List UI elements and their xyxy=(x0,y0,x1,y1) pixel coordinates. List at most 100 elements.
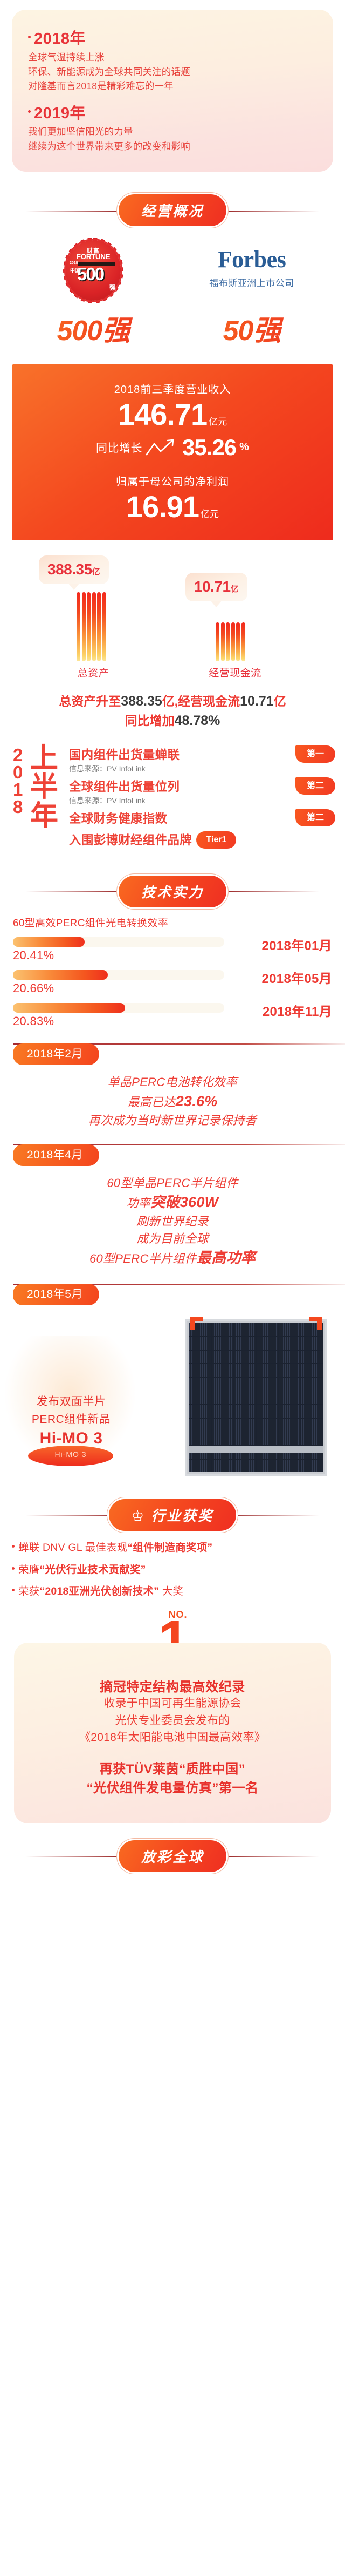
final-card-heading-3: “光伏组件发电量仿真”第一名 xyxy=(86,1780,259,1795)
milestone-header-feb: 2018年2月 xyxy=(0,1042,345,1066)
fortune-500-badge-icon: 财富 FORTUNE 2018 中国 500 强 xyxy=(63,237,123,303)
h1-rank-title: 全球财务健康指数 xyxy=(69,812,168,826)
milestone-body-feb: 单晶PERC电池转化效率 最高已达23.6% 再次成为当时新世界记录保持者 xyxy=(0,1074,345,1129)
growth-value: 35.26 xyxy=(182,434,237,460)
efficiency-month: 2018年05月 xyxy=(261,972,332,987)
milestone-line-prefix: 最高已达 xyxy=(127,1095,176,1109)
efficiency-chart-title: 60型高效PERC组件光电转换效率 xyxy=(13,918,169,930)
award-list-item: 荣获“2018亚洲光伏创新技术” 大奖 xyxy=(12,1584,333,1598)
milestone-line: 再次成为当时新世界记录保持者 xyxy=(88,1114,257,1128)
forbes-col: Forbes 福布斯亚洲上市公司 xyxy=(172,239,331,302)
panel-cross-bar-decor xyxy=(189,1446,323,1453)
banner-rule-left xyxy=(26,1515,129,1516)
award-suffix: 大奖 xyxy=(159,1585,184,1597)
milestone-line: 成为目前全球 xyxy=(136,1232,209,1246)
h1-rank-row: 全球组件出货量位列 信息来源：PV InfoLink 第二 xyxy=(69,777,335,806)
milestone-body-apr: 60型单晶PERC半片组件 功率突破360W 刷新世界纪录 成为目前全球 60型… xyxy=(0,1175,345,1269)
banner-title-bottom: 放彩全球 xyxy=(118,1840,226,1872)
intro-text-line: 我们更加坚信阳光的力量 xyxy=(28,126,133,138)
milestone-line: 60型PERC半片组件最高功率 xyxy=(11,1248,334,1269)
forbes-logo: Forbes xyxy=(217,246,286,273)
award-prefix: 蝉联 DNV GL 最佳表现 xyxy=(18,1542,128,1554)
product-glow-decor xyxy=(5,1336,135,1466)
h1-rank-title: 全球组件出货量位列 xyxy=(69,780,180,794)
h1-rank-source: 信息来源：PV InfoLink xyxy=(69,796,146,805)
corner-bracket-icon xyxy=(190,1317,203,1330)
summary-part: 亿, xyxy=(162,694,178,708)
milestone-line-highlight: 23.6% xyxy=(175,1093,218,1110)
forbes-subtitle: 福布斯亚洲上市公司 xyxy=(209,278,294,289)
award-highlight: “2018亚洲光伏创新技术” xyxy=(39,1585,160,1597)
revenue-value: 146.71 xyxy=(118,397,208,431)
milestone-line-prefix: 功率 xyxy=(126,1196,151,1210)
bullet-dot-icon xyxy=(12,1588,15,1591)
h1-year-cn: 上半年 xyxy=(30,743,58,832)
section-banner-bottom: 放彩全球 xyxy=(0,1835,345,1876)
efficiency-value: 20.41% xyxy=(13,948,54,962)
profit-value: 16.91 xyxy=(126,489,199,524)
no1-label: NO. xyxy=(168,1609,188,1621)
trophy-icon: ♔ xyxy=(131,1507,146,1524)
efficiency-row: 20.66% 2018年05月 xyxy=(0,970,345,995)
intro-block-2018: 2018年 全球气温持续上涨 环保、新能源成为全球共同关注的话题 对隆基而言20… xyxy=(28,30,317,93)
h1-rank-row: 入围彭博财经组件品牌 Tier1 xyxy=(69,831,335,849)
award-prefix: 荣膺 xyxy=(18,1563,40,1576)
badge-seal-icon xyxy=(66,240,121,301)
fortune-qiang-label: 强 xyxy=(109,283,116,292)
milestone-header-apr: 2018年4月 xyxy=(0,1143,345,1167)
milestone-rule xyxy=(13,1043,345,1045)
banner-rule-right xyxy=(216,891,319,893)
banner-pill: ♔ 行业获奖 xyxy=(106,1496,239,1533)
h1-rank-badge: 第二 xyxy=(295,809,335,827)
efficiency-fill xyxy=(13,1003,125,1013)
award-highlight: “光伏行业技术贡献奖” xyxy=(39,1563,146,1576)
banner-title-awards: ♔ 行业获奖 xyxy=(108,1499,237,1531)
h1-rank-row: 全球财务健康指数 第二 xyxy=(69,809,335,828)
milestone-line-highlight: 突破360W xyxy=(150,1194,219,1211)
profit-label: 归属于母公司的净利润 xyxy=(116,476,229,488)
milestone-line: 60型单晶PERC半片组件 xyxy=(107,1176,238,1190)
final-card-line: 收录于中国可再生能源协会 xyxy=(104,1697,242,1710)
h1-rank-badge: Tier1 xyxy=(196,831,237,849)
fortune-year-label: 2018 xyxy=(70,261,78,265)
intro-year-label: 2018年 xyxy=(34,30,86,48)
h1-rank-title: 入围彭博财经组件品牌 xyxy=(69,833,192,848)
awards-list: 蝉联 DNV GL 最佳表现“组件制造商奖项” 荣膺“光伏行业技术贡献奖” 荣获… xyxy=(0,1535,345,1598)
bar-group-cashflow xyxy=(216,622,245,661)
chart-bubble-cashflow: 10.71亿 xyxy=(185,572,247,607)
revenue-growth-row: 同比增长 35.26 % xyxy=(23,436,322,459)
banner-rule-right xyxy=(216,1515,319,1516)
corner-bracket-icon xyxy=(309,1317,322,1330)
h1-rank-badge: 第二 xyxy=(295,777,335,795)
final-card-line: 光伏专业委员会发布的 xyxy=(115,1714,230,1727)
banner-rule-right xyxy=(216,1856,319,1857)
bar-group-total-assets xyxy=(77,592,106,661)
final-card-heading: 摘冠特定结构最高效纪录 xyxy=(100,1680,245,1695)
product-pedestal-label: Hi-MO 3 xyxy=(54,1450,87,1459)
rank-value-50: 50强 xyxy=(172,308,331,348)
product-line-1: 发布双面半片 xyxy=(36,1395,106,1408)
efficiency-value: 20.66% xyxy=(13,981,54,995)
asset-summary-line1: 总资产升至388.35亿,经营现金流10.71亿 xyxy=(9,692,336,711)
badge-text-group: 财富 FORTUNE 2018 中国 500 强 xyxy=(64,239,122,302)
profit-figure: 16.91 亿元 xyxy=(23,489,322,524)
intro-year-label: 2019年 xyxy=(34,105,86,123)
h1-rank-title: 国内组件出货量蝉联 xyxy=(69,748,180,762)
summary-part: 亿 xyxy=(273,694,286,708)
award-list-item: 荣膺“光伏行业技术贡献奖” xyxy=(12,1563,333,1577)
section-banner-awards: ♔ 行业获奖 xyxy=(0,1494,345,1535)
milestone-line: 单晶PERC电池转化效率 xyxy=(107,1075,238,1089)
product-pedestal-decor xyxy=(28,1446,113,1467)
h1-rank-row: 国内组件出货量蝉联 信息来源：PV InfoLink 第一 xyxy=(69,745,335,774)
growth-unit: % xyxy=(239,441,249,453)
fortune-cn-label: 财富 xyxy=(87,247,100,254)
bullet-dot-icon xyxy=(28,36,31,38)
bullet-dot-icon xyxy=(12,1545,15,1548)
milestone-chip-feb: 2018年2月 xyxy=(13,1043,99,1066)
banner-pill: 放彩全球 xyxy=(116,1838,229,1874)
profit-unit: 亿元 xyxy=(201,509,219,519)
chart-bubble-total-assets: 388.35亿 xyxy=(39,555,109,590)
intro-text-line: 继续为这个世界带来更多的改变和影响 xyxy=(28,140,190,152)
solar-panel-image xyxy=(185,1317,327,1476)
